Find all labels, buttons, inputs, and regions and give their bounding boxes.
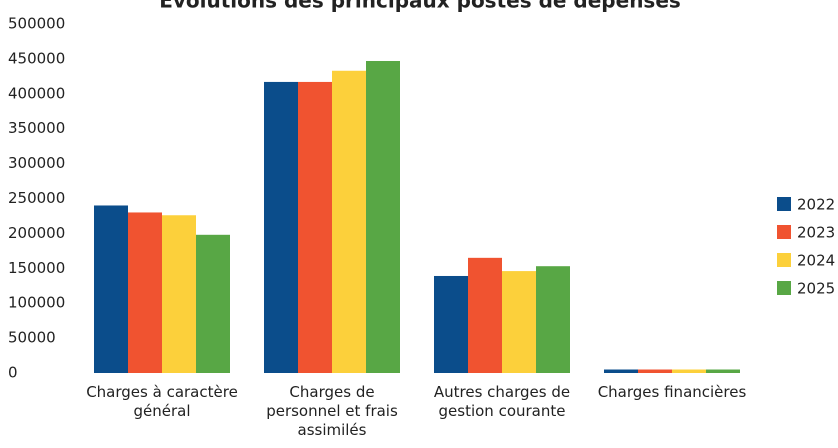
- bar: [162, 215, 196, 373]
- bar: [706, 369, 740, 373]
- bar: [264, 81, 298, 374]
- x-tick-label: Charges financières: [597, 383, 747, 401]
- y-tick-label: 500000: [8, 15, 65, 33]
- x-tick-label: Charges de personnel et frais assimilés: [266, 383, 398, 439]
- bar: [536, 266, 570, 373]
- bar: [366, 60, 400, 374]
- bar: [298, 81, 332, 374]
- y-tick-label: 400000: [8, 84, 65, 102]
- y-tick-label: 250000: [8, 189, 65, 207]
- bar: [94, 205, 128, 373]
- chart-title: Évolutions des principaux postes de dépe…: [159, 0, 681, 13]
- bar: [468, 257, 502, 373]
- legend-swatch: [777, 253, 791, 267]
- bar: [128, 212, 162, 373]
- legend-swatch: [777, 197, 791, 211]
- y-tick-label: 200000: [8, 224, 65, 242]
- legend-label: 2023: [797, 224, 835, 242]
- y-tick-label: 100000: [8, 294, 65, 312]
- legend-label: 2025: [797, 280, 835, 298]
- bar: [638, 369, 672, 373]
- bar: [332, 70, 366, 374]
- legend-label: 2022: [797, 196, 835, 214]
- legend-label: 2024: [797, 252, 835, 270]
- y-tick-label: 450000: [8, 49, 65, 67]
- y-tick-label: 300000: [8, 154, 65, 172]
- bar: [502, 271, 536, 373]
- bar: [434, 275, 468, 373]
- legend-swatch: [777, 225, 791, 239]
- x-tick-label: Autres charges de gestion courante: [433, 383, 571, 420]
- bar: [604, 369, 638, 373]
- y-tick-label: 0: [8, 364, 18, 382]
- y-tick-label: 350000: [8, 119, 65, 137]
- legend-swatch: [777, 281, 791, 295]
- y-tick-label: 50000: [8, 329, 56, 347]
- bar: [196, 234, 230, 373]
- x-tick-label: Charges à caractère général: [86, 383, 238, 420]
- bar: [672, 369, 706, 373]
- y-tick-label: 150000: [8, 259, 65, 277]
